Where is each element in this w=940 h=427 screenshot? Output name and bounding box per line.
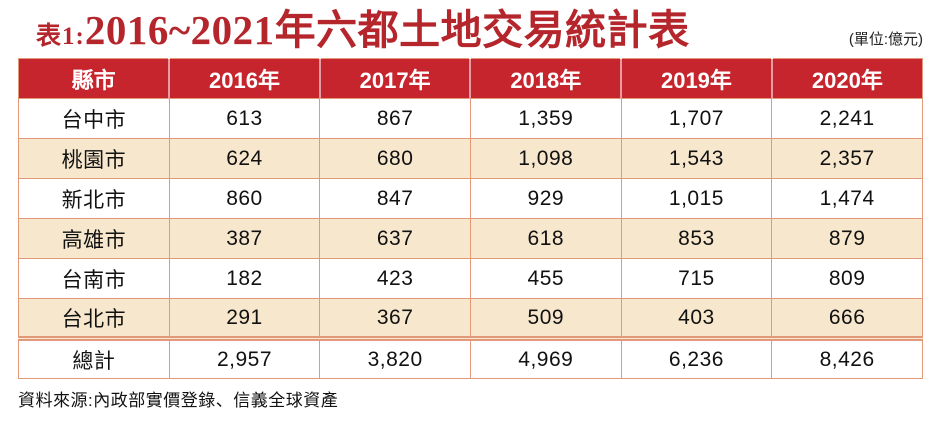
- row-label: 高雄市: [18, 218, 170, 260]
- table-body: 台中市 613 867 1,359 1,707 2,241 桃園市 624 680 1,098 1,…: [18, 98, 923, 380]
- cell-value: 387: [168, 218, 321, 260]
- cell-value: 680: [319, 138, 471, 180]
- column-header-0: 縣市: [18, 58, 170, 100]
- cell-value: 8,426: [771, 336, 923, 380]
- cell-value: 860: [168, 178, 321, 220]
- row-label: 台中市: [18, 98, 170, 140]
- cell-value: 6,236: [620, 336, 773, 380]
- source-note: 資料來源:內政部實價登錄、信義全球資產: [18, 391, 339, 411]
- cell-value: 879: [771, 218, 923, 260]
- table-row-3: 高雄市 387 637 618 853 879: [18, 218, 923, 260]
- cell-value: 2,357: [771, 138, 923, 180]
- unit-note: (單位:億元): [848, 31, 923, 49]
- row-label: 桃園市: [18, 138, 170, 180]
- cell-value: 423: [319, 258, 471, 300]
- cell-value: 4,969: [469, 336, 622, 380]
- cell-value: 637: [319, 218, 471, 260]
- table-header: 縣市 2016年 2017年 2018年 2019年 2020年: [18, 58, 923, 100]
- header-row: 縣市 2016年 2017年 2018年 2019年 2020年: [18, 58, 923, 100]
- cell-value: 847: [319, 178, 471, 220]
- page-title: 2016~2021年六都土地交易統計表: [84, 7, 690, 53]
- table-row-4: 台南市 182 423 455 715 809: [18, 258, 923, 300]
- cell-value: 1,015: [620, 178, 773, 220]
- cell-value: 1,098: [469, 138, 622, 180]
- cell-value: 867: [319, 98, 471, 140]
- cell-value: 455: [469, 258, 622, 300]
- cell-value: 624: [168, 138, 321, 180]
- cell-value: 3,820: [319, 336, 471, 380]
- cell-value: 853: [620, 218, 773, 260]
- row-label: 總計: [18, 336, 170, 380]
- column-header-3: 2018年: [469, 58, 622, 100]
- column-header-2: 2017年: [318, 58, 471, 100]
- cell-value: 618: [469, 218, 622, 260]
- table-row-total: 總計 2,957 3,820 4,969 6,236 8,426: [18, 336, 923, 380]
- table-row-2: 新北市 860 847 929 1,015 1,474: [18, 178, 923, 220]
- table-row-0: 台中市 613 867 1,359 1,707 2,241: [18, 98, 923, 140]
- cell-value: 929: [469, 178, 622, 220]
- cell-value: 1,543: [620, 138, 773, 180]
- title-row: 表1: 2016~2021年六都土地交易統計表 (單位:億元): [0, 0, 940, 58]
- cell-value: 509: [469, 298, 622, 340]
- cell-value: 1,707: [620, 98, 773, 140]
- table-row-1: 桃園市 624 680 1,098 1,543 2,357: [18, 138, 923, 180]
- cell-value: 182: [168, 258, 321, 300]
- cell-value: 367: [319, 298, 471, 340]
- table-label: 表1:: [36, 23, 85, 50]
- row-label: 台南市: [18, 258, 170, 300]
- cell-value: 715: [620, 258, 773, 300]
- land-transaction-table: 縣市 2016年 2017年 2018年 2019年 2020年 台中市 613 867 1,3…: [18, 58, 923, 380]
- cell-value: 1,474: [771, 178, 923, 220]
- cell-value: 2,241: [771, 98, 923, 140]
- column-header-1: 2016年: [168, 58, 320, 100]
- cell-value: 291: [168, 298, 321, 340]
- column-header-4: 2019年: [620, 58, 772, 100]
- cell-value: 2,957: [168, 336, 321, 380]
- cell-value: 666: [771, 298, 923, 340]
- cell-value: 809: [771, 258, 923, 300]
- column-header-5: 2020年: [770, 58, 923, 100]
- cell-value: 613: [168, 98, 321, 140]
- table-row-5: 台北市 291 367 509 403 666: [18, 298, 923, 340]
- cell-value: 1,359: [469, 98, 622, 140]
- cell-value: 403: [620, 298, 773, 340]
- row-label: 新北市: [18, 178, 170, 220]
- row-label: 台北市: [18, 298, 170, 340]
